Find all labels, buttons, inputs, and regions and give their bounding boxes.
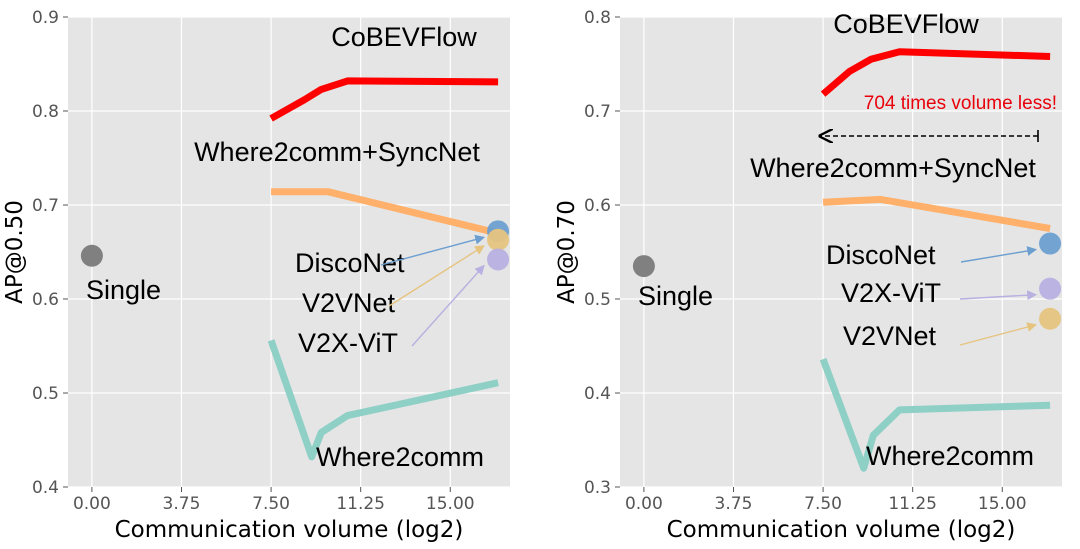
- y-tick-label: 0.8: [584, 8, 611, 28]
- annotation-where2comm: Where2comm: [866, 441, 1034, 471]
- pointer-arrow-v2vnet: [959, 322, 1038, 346]
- x-tick-label: 11.25: [888, 494, 937, 514]
- y-tick-label: 0.6: [584, 196, 611, 216]
- x-tick-label: 11.25: [336, 494, 385, 514]
- y-tick-label: 0.4: [584, 384, 611, 404]
- series-line-where2comm: [267, 339, 499, 461]
- x-axis-label: Communication volume (log2): [667, 517, 1016, 543]
- series-line-where2comm-syncnet: [271, 188, 499, 237]
- chart-panel-2: 0.3 0.4 0.5 0.6 0.7 0.8 0.00 3.75 7.50 11.25 15.00…: [554, 8, 1062, 543]
- y-tick-label: 0.8: [32, 102, 59, 122]
- annotation-single: Single: [86, 275, 161, 305]
- pointer-arrow-v2vnet: [388, 245, 485, 307]
- x-tick-label: 3.75: [715, 494, 753, 514]
- series-line-cobevflow: [820, 48, 1051, 97]
- annotation-cobevflow: CoBEVFlow: [833, 9, 979, 39]
- annotation-v2x-vit: V2X-ViT: [841, 278, 941, 308]
- point-disconet: [1039, 232, 1062, 255]
- annotation-v2vnet: V2VNet: [843, 321, 937, 351]
- point-single: [632, 255, 655, 278]
- x-tick-label: 15.00: [978, 494, 1027, 514]
- annotation-disconet: DiscoNet: [826, 240, 936, 270]
- point-v2x-vit: [1039, 277, 1062, 300]
- callout-text: 704 times volume less!: [864, 93, 1057, 114]
- y-tick-label: 0.5: [584, 290, 611, 310]
- point-v2vnet: [1039, 307, 1062, 330]
- x-tick-label: 0.00: [73, 494, 111, 514]
- point-v2vnet: [487, 228, 510, 251]
- annotation-cobevflow: CoBEVFlow: [331, 22, 477, 52]
- pointer-arrow-v2x-vit: [411, 264, 485, 347]
- pointer-arrow-disconet: [960, 246, 1038, 263]
- y-axis-label: AP@0.50: [2, 200, 28, 304]
- x-tick-label: 3.75: [163, 494, 201, 514]
- y-tick-label: 0.7: [32, 196, 59, 216]
- point-single: [80, 244, 103, 267]
- y-tick-label: 0.4: [32, 478, 59, 498]
- chart-panel-1: 0.4 0.5 0.6 0.7 0.8 0.9 0.00 3.75 7.50 11.25 15.00…: [2, 8, 510, 543]
- point-v2x-vit: [487, 248, 510, 271]
- y-axis-label: AP@0.70: [554, 200, 580, 304]
- pointer-arrow-v2x-vit: [959, 290, 1038, 301]
- y-tick-label: 0.3: [584, 478, 611, 498]
- annotation-v2x-vit: V2X-ViT: [298, 328, 398, 358]
- annotation-v2vnet: V2VNet: [302, 288, 396, 318]
- pointer-arrow-disconet: [380, 234, 486, 266]
- annotation-where2comm-syncnet: Where2comm+SyncNet: [750, 153, 1036, 183]
- series-line-cobevflow: [269, 77, 499, 122]
- series-line-where2comm-syncnet: [822, 195, 1051, 232]
- plot-area: [68, 17, 510, 487]
- annotation-single: Single: [638, 281, 713, 311]
- x-tick-label: 7.50: [804, 494, 842, 514]
- y-tick-label: 0.9: [32, 8, 59, 28]
- y-tick-label: 0.7: [584, 102, 611, 122]
- series-line-where2comm: [819, 357, 1051, 472]
- annotation-where2comm-syncnet: Where2comm+SyncNet: [194, 137, 480, 167]
- y-tick-label: 0.5: [32, 384, 59, 404]
- x-tick-label: 15.00: [426, 494, 475, 514]
- x-tick-label: 7.50: [252, 494, 290, 514]
- x-tick-label: 0.00: [625, 494, 663, 514]
- y-tick-label: 0.6: [32, 290, 59, 310]
- x-axis-label: Communication volume (log2): [115, 517, 464, 543]
- annotation-where2comm: Where2comm: [316, 442, 484, 472]
